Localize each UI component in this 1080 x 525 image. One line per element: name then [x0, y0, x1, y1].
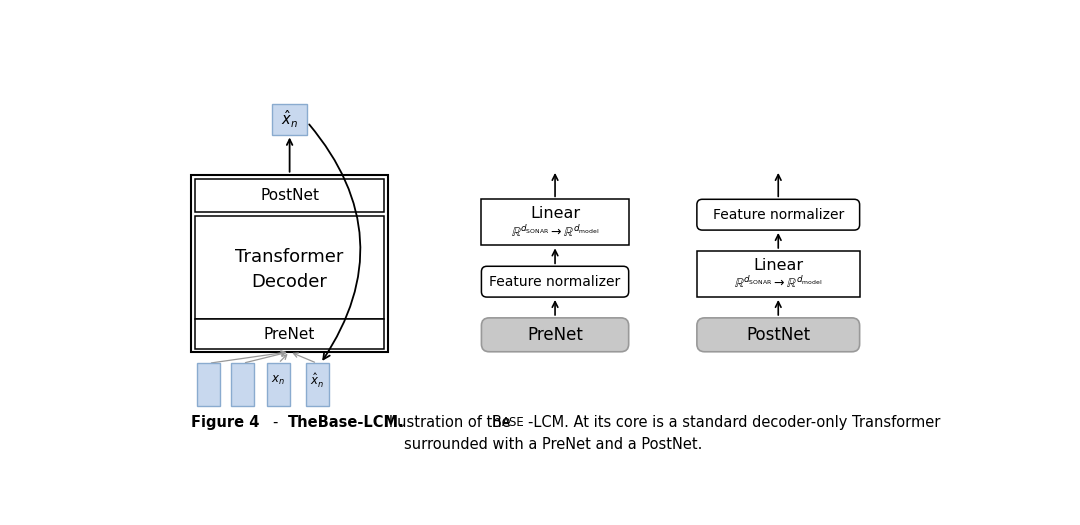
Text: Feature normalizer: Feature normalizer	[489, 275, 621, 289]
FancyBboxPatch shape	[195, 179, 383, 212]
FancyBboxPatch shape	[482, 200, 629, 246]
FancyBboxPatch shape	[697, 200, 860, 230]
FancyBboxPatch shape	[195, 319, 383, 349]
Text: TheBase-LCM.: TheBase-LCM.	[287, 415, 404, 430]
Text: -LCM. At its core is a standard decoder-only Transformer: -LCM. At its core is a standard decoder-…	[528, 415, 941, 430]
Text: $\hat{x}_n$: $\hat{x}_n$	[310, 372, 324, 390]
FancyBboxPatch shape	[482, 318, 629, 352]
FancyBboxPatch shape	[697, 251, 860, 297]
Text: $\mathbb{R}^{d_{\mathrm{SONAR}}} \rightarrow \mathbb{R}^{d_{\mathrm{model}}}$: $\mathbb{R}^{d_{\mathrm{SONAR}}} \righta…	[511, 224, 599, 239]
FancyBboxPatch shape	[267, 363, 291, 406]
Text: $\hat{x}_n$: $\hat{x}_n$	[281, 109, 298, 130]
Text: PostNet: PostNet	[260, 188, 319, 203]
Text: $\mathbb{R}^{d_{\mathrm{SONAR}}} \rightarrow \mathbb{R}^{d_{\mathrm{model}}}$: $\mathbb{R}^{d_{\mathrm{SONAR}}} \righta…	[734, 275, 822, 291]
FancyBboxPatch shape	[231, 363, 255, 406]
Text: PostNet: PostNet	[746, 326, 810, 344]
Text: B: B	[491, 415, 501, 430]
FancyBboxPatch shape	[697, 318, 860, 352]
Text: PreNet: PreNet	[527, 326, 583, 344]
Text: surrounded with a PreNet and a PostNet.: surrounded with a PreNet and a PostNet.	[404, 437, 703, 451]
Text: Illustration of the: Illustration of the	[380, 415, 515, 430]
FancyArrowPatch shape	[309, 124, 361, 359]
FancyBboxPatch shape	[195, 216, 383, 319]
FancyBboxPatch shape	[191, 175, 389, 352]
FancyBboxPatch shape	[272, 104, 308, 134]
Text: Decoder: Decoder	[252, 272, 327, 291]
Text: -: -	[272, 415, 278, 430]
Text: ASE: ASE	[502, 416, 525, 429]
FancyBboxPatch shape	[197, 363, 220, 406]
Text: Linear: Linear	[753, 258, 804, 273]
Text: Feature normalizer: Feature normalizer	[713, 208, 843, 222]
Text: Figure 4: Figure 4	[191, 415, 259, 430]
Text: Transformer: Transformer	[235, 248, 343, 266]
Text: PreNet: PreNet	[264, 327, 315, 342]
FancyBboxPatch shape	[306, 363, 328, 406]
Text: $x_n$: $x_n$	[271, 374, 285, 387]
Text: Linear: Linear	[530, 206, 580, 222]
FancyBboxPatch shape	[482, 266, 629, 297]
